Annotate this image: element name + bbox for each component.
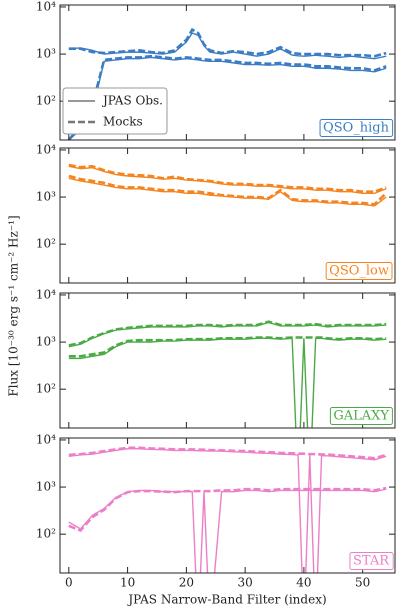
plot-area [68,163,388,207]
y-tick-label: 10² [36,94,56,108]
y-tick-label: 10² [36,527,56,541]
series-line [68,336,387,358]
plot-area [68,446,387,573]
legend-label: Mocks [103,115,143,129]
x-tick-label: 50 [355,576,370,590]
y-tick-label: 10⁴ [36,0,56,13]
panel-label: STAR [353,554,390,569]
axes-frame [59,147,396,284]
x-axis-label: JPAS Narrow-Band Filter (index) [126,593,326,607]
y-axis-label: Flux [10⁻³⁰ erg s⁻¹ cm⁻² Hz⁻¹] [7,215,21,396]
panel-label: QSO_high [323,121,390,136]
x-tick-label: 10 [120,576,135,590]
series-line [68,448,387,573]
panel-label-box [329,407,393,425]
y-tick-label: 10³ [36,190,56,204]
series-line [68,446,387,460]
y-tick-label: 10⁴ [36,287,56,301]
x-tick-label: 30 [237,576,252,590]
series-line [68,320,387,347]
y-tick-label: 10² [36,237,56,251]
series-line [68,163,387,193]
series-line [67,54,387,140]
axes-frame [59,4,396,141]
x-tick-label: 40 [296,576,311,590]
plot-area [67,27,387,140]
plot-area [68,320,387,428]
series-line [68,486,387,532]
y-tick-label: 10² [36,382,56,396]
series-line [68,27,387,58]
y-tick-label: 10⁴ [36,432,56,446]
x-tick-label: 20 [179,576,194,590]
panel-label: QSO_low [329,264,389,279]
axes-frame [59,292,396,429]
axes-frame [59,437,396,574]
panel-label-box [319,119,394,137]
legend-label: JPAS Obs. [101,94,163,108]
y-tick-label: 10³ [36,47,56,61]
x-tick-label: 0 [65,576,73,590]
y-tick-label: 10³ [36,480,56,494]
panel-label: GALAXY [333,409,389,424]
y-tick-label: 10³ [36,335,56,349]
panel-label-box [349,552,394,570]
y-tick-label: 10⁴ [36,142,56,156]
series-line [68,174,388,206]
panel-label-box [325,262,393,280]
